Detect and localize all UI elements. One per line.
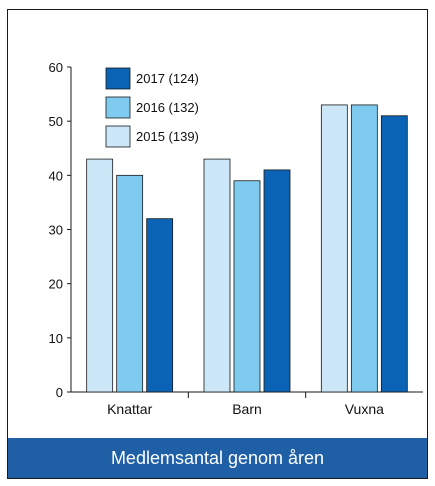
bar-knattar-2016: [116, 174, 144, 393]
x-tick-label: Vuxna: [345, 401, 384, 417]
legend-label-2015: 2015 (139): [136, 129, 199, 144]
legend-label-2016: 2016 (132): [136, 100, 199, 115]
bar-vuxna-2016: [350, 104, 378, 393]
bar-vuxna-2015: [320, 104, 348, 393]
bar-barn-2017: [263, 169, 291, 393]
chart-frame: 0 10 20 30 40 50 60 Knattar Barn Vuxna 2017 (124) 2…: [7, 9, 428, 479]
bar-vuxna-2017: [380, 115, 408, 393]
y-tick-label: 20: [49, 277, 63, 292]
legend-swatch-2016: [105, 96, 131, 119]
bar-barn-2015: [203, 158, 231, 393]
y-tick-label: 60: [49, 60, 63, 75]
bar-barn-2016: [233, 180, 261, 393]
legend-swatch-2015: [105, 125, 131, 148]
y-tick-label: 10: [49, 331, 63, 346]
legend-label-2017: 2017 (124): [136, 71, 199, 86]
y-tick-label: 30: [49, 223, 63, 238]
chart-caption: Medlemsantal genom åren: [8, 438, 427, 478]
legend-swatch-2017: [105, 67, 131, 90]
bar-knattar-2015: [86, 158, 114, 393]
x-tick-label: Barn: [232, 401, 262, 417]
bar-chart: 0 10 20 30 40 50 60 Knattar Barn Vuxna 2017 (124) 2…: [49, 60, 423, 417]
y-tick-label: 0: [56, 385, 63, 400]
y-tick-label: 40: [49, 168, 63, 183]
bar-knattar-2017: [146, 218, 174, 393]
y-tick-label: 50: [49, 114, 63, 129]
x-tick-label: Knattar: [107, 401, 152, 417]
